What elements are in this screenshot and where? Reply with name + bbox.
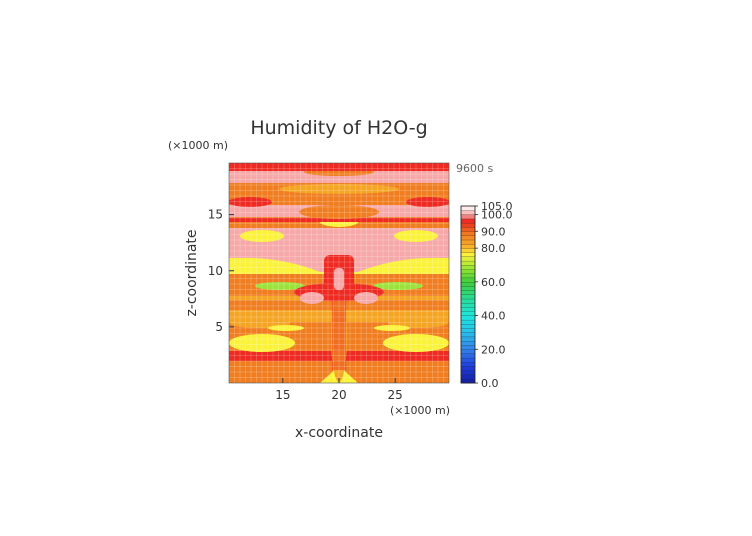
colorbar-tick-label: 40.0 xyxy=(481,310,506,323)
colorbar-segment xyxy=(460,239,476,245)
x-tick-label: 25 xyxy=(387,388,402,402)
colorbar-segment xyxy=(460,277,476,283)
colorbar-segment xyxy=(460,315,476,321)
colorbar-segment xyxy=(460,290,476,295)
x-tick-label: 15 xyxy=(275,388,290,402)
y-tick-label: 5 xyxy=(215,320,223,334)
chart-title: Humidity of H2O-g xyxy=(250,117,427,139)
colorbar-segment xyxy=(460,332,476,338)
x-axis-label: x-coordinate xyxy=(295,425,383,441)
colorbar-segment xyxy=(460,344,476,350)
colorbar-segment xyxy=(460,311,476,316)
colorbar-segment xyxy=(460,307,476,312)
colorbar-segment xyxy=(460,243,476,249)
colorbar-segment xyxy=(460,269,476,274)
colorbar-tick-label: 80.0 xyxy=(481,242,506,255)
colorbar-segment xyxy=(460,235,476,241)
y-unit-label: (×1000 m) xyxy=(168,139,228,152)
colorbar-segment xyxy=(460,353,476,359)
colorbar-segment xyxy=(460,214,476,220)
colorbar xyxy=(460,205,476,384)
colorbar-segment xyxy=(460,252,476,257)
colorbar-segment xyxy=(460,260,476,266)
colorbar-segment xyxy=(460,361,476,367)
colorbar-segment xyxy=(460,370,476,375)
colorbar-segment xyxy=(460,226,476,232)
colorbar-segment xyxy=(460,210,476,215)
colorbar-segment xyxy=(460,256,476,262)
colorbar-segment xyxy=(460,302,476,308)
y-tick-label: 15 xyxy=(208,208,223,222)
colorbar-segment xyxy=(460,281,476,287)
colorbar-segment xyxy=(460,340,476,346)
colorbar-segment xyxy=(460,222,476,228)
colorbar-segment xyxy=(460,357,476,363)
y-ticks: 5 10 15 xyxy=(208,208,234,334)
y-tick-label: 10 xyxy=(208,264,223,278)
colorbar-segment xyxy=(460,264,476,270)
colorbar-segment xyxy=(460,248,476,253)
colorbar-frame xyxy=(460,205,476,384)
x-ticks: 15 20 25 xyxy=(275,378,403,402)
colorbar-tick-label: 0.0 xyxy=(481,377,499,390)
colorbar-tick-label: 90.0 xyxy=(481,225,506,238)
colorbar-tick-label: 105.0 xyxy=(481,200,513,213)
colorbar-segment xyxy=(460,231,476,236)
time-label: 9600 s xyxy=(456,162,493,175)
colorbar-tick-label: 20.0 xyxy=(481,343,506,356)
colorbar-segment xyxy=(460,336,476,342)
colorbar-segment xyxy=(460,319,476,325)
colorbar-segment xyxy=(460,366,476,371)
colorbar-tick-label: 100.0 xyxy=(481,208,513,221)
colorbar-segment xyxy=(460,374,476,380)
colorbar-segment xyxy=(460,328,476,333)
y-axis-label: z-coordinate xyxy=(184,229,200,316)
colorbar-segment xyxy=(460,218,476,224)
colorbar-segment xyxy=(460,298,476,304)
x-unit-label: (×1000 m) xyxy=(390,404,450,417)
colorbar-tick-label: 60.0 xyxy=(481,276,506,289)
colorbar-segment xyxy=(460,294,476,300)
colorbar-segment xyxy=(460,323,476,329)
colorbar-segment xyxy=(460,273,476,279)
colorbar-segment xyxy=(460,205,476,211)
colorbar-segment xyxy=(460,349,476,354)
x-tick-label: 20 xyxy=(331,388,346,402)
colorbar-segment xyxy=(460,285,476,291)
plot-grid xyxy=(229,163,449,383)
